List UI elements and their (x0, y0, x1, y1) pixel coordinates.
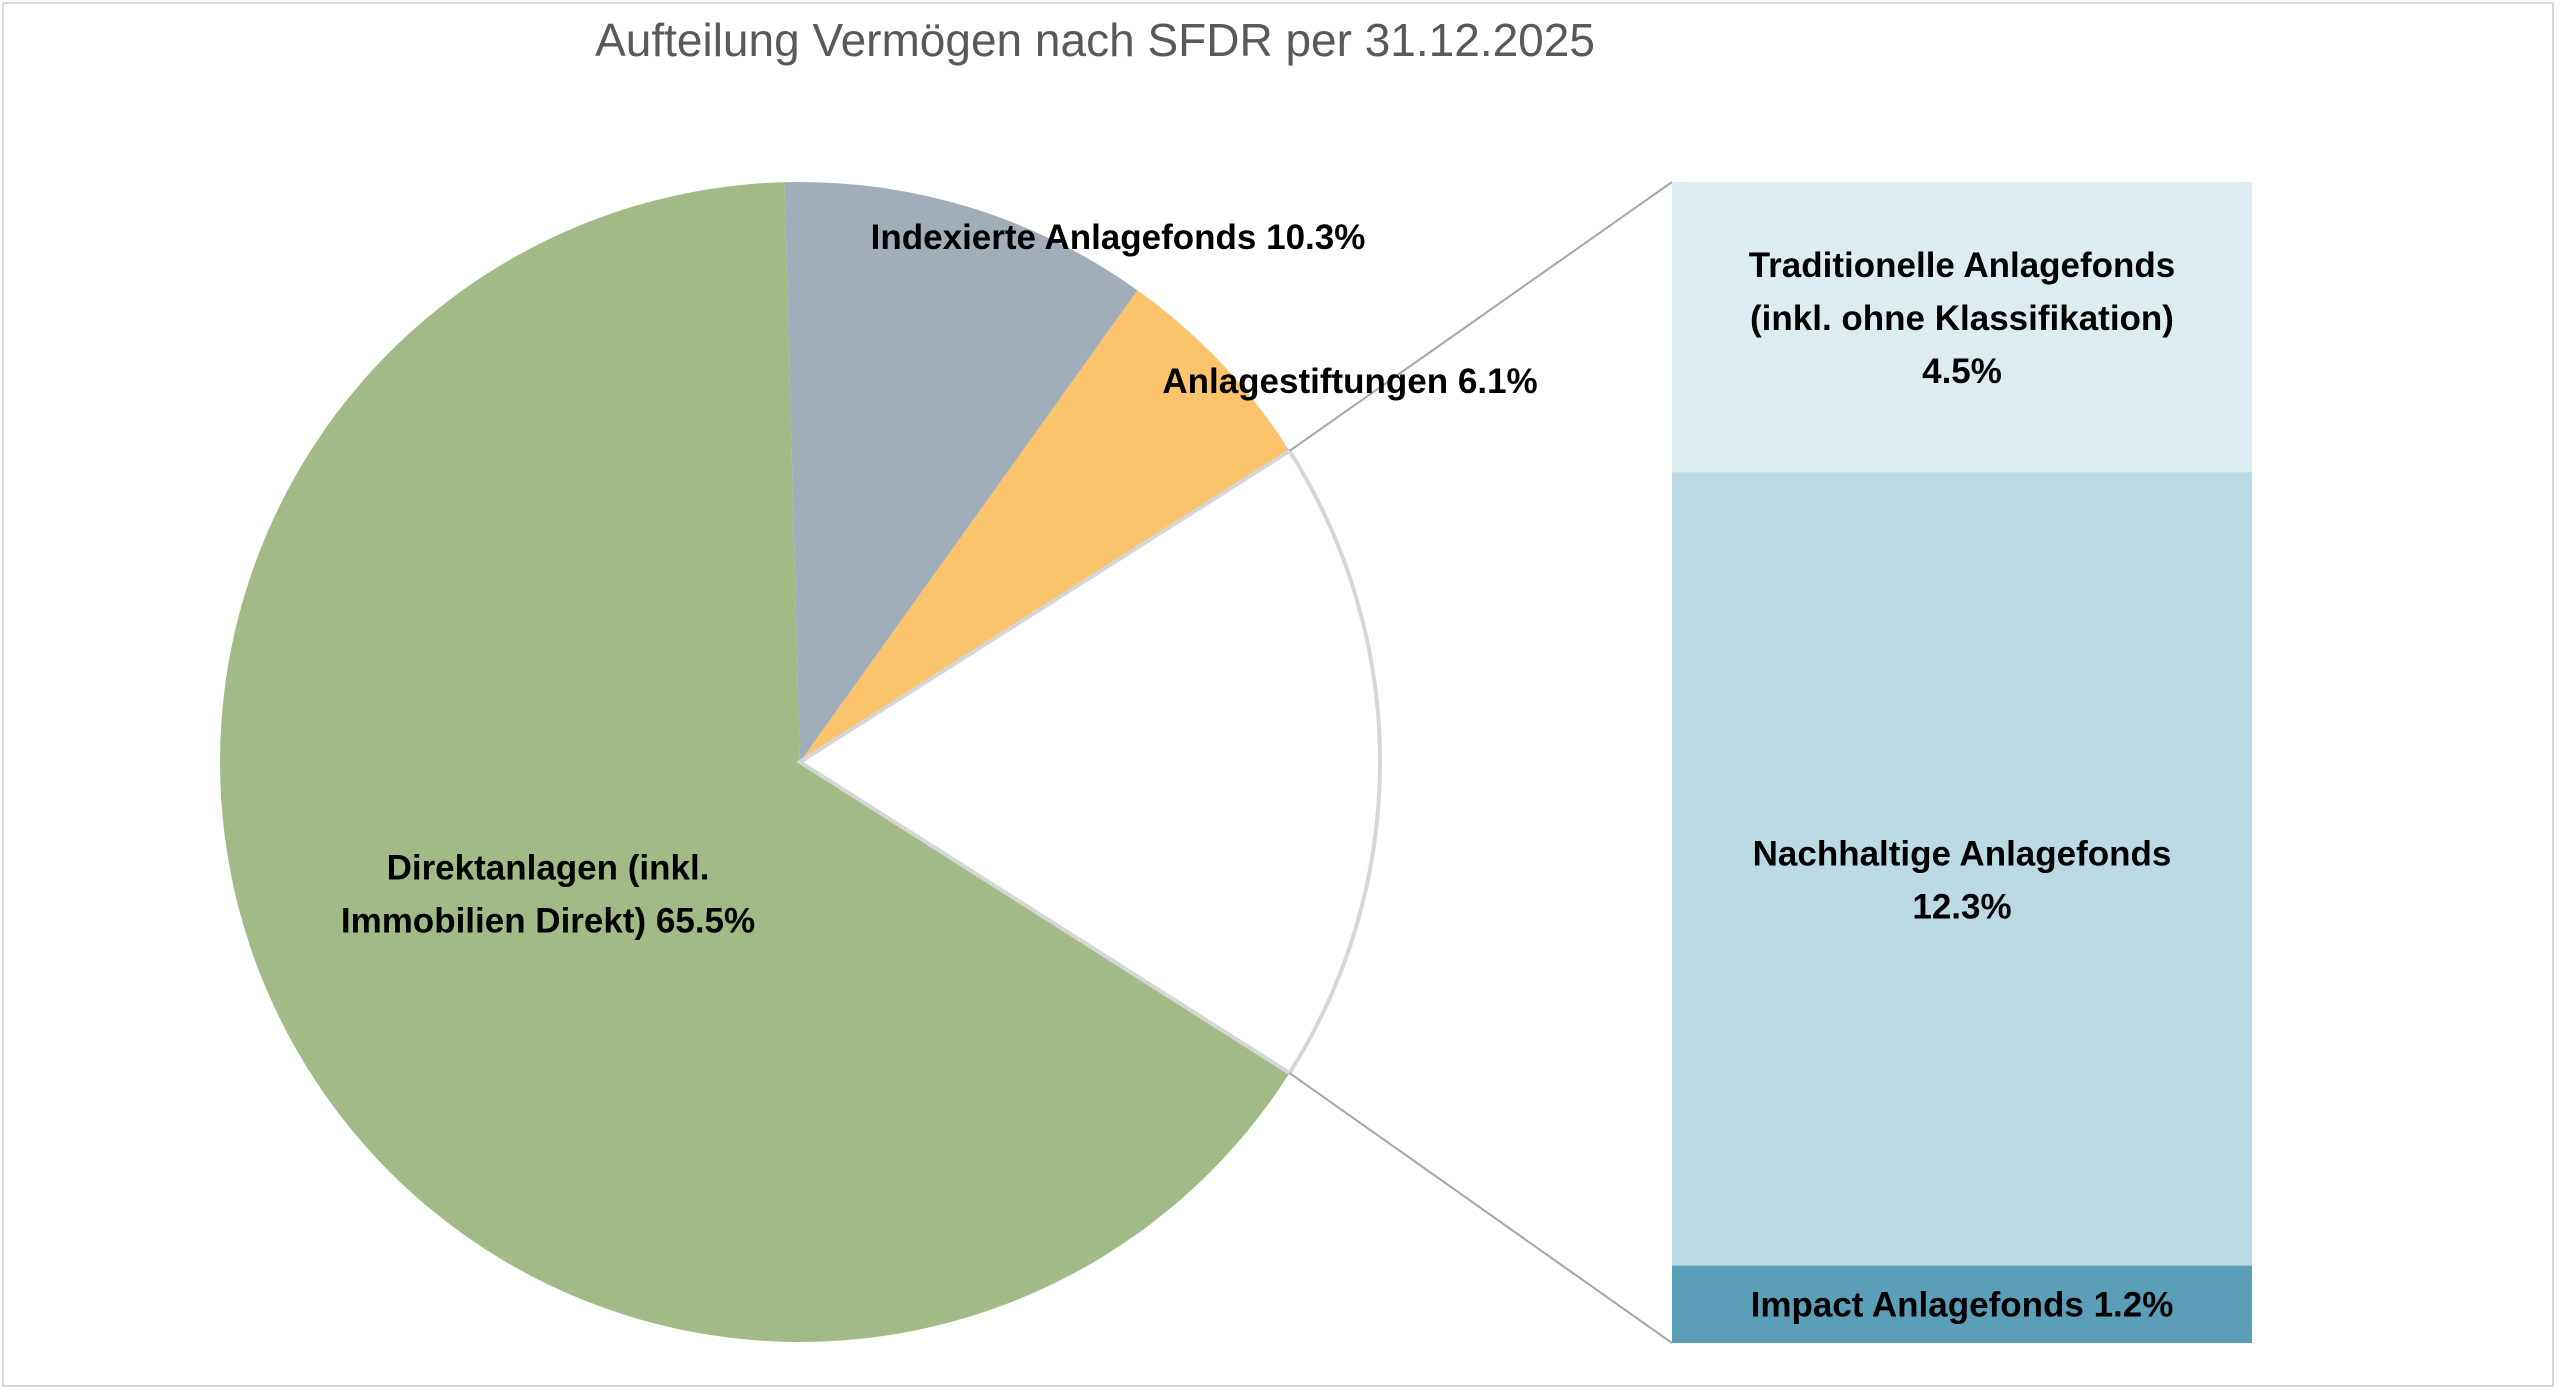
bar-segment-label-2: Impact Anlagefonds 1.2% (1751, 1285, 2174, 1324)
pie-slice-label-0: Direktanlagen (inkl. (387, 849, 710, 888)
pie-breakout-wedge (796, 448, 1382, 1076)
bar-segment-label-0: (inkl. ohne Klassifikation) (1750, 299, 2174, 338)
bar-segment-label-1: Nachhaltige Anlagefonds (1753, 835, 2172, 874)
bar-segment-label-0: Traditionelle Anlagefonds (1749, 246, 2176, 285)
chart-title: Aufteilung Vermögen nach SFDR per 31.12.… (595, 14, 1595, 66)
pie-slice-1 (784, 182, 1138, 762)
pie-slice-label-1: Indexierte Anlagefonds 10.3% (871, 218, 1366, 257)
pie-slice-0 (220, 182, 1290, 1343)
pie-slice-label-0: Immobilien Direkt) 65.5% (341, 902, 755, 941)
bar-segment-0 (1672, 182, 2252, 473)
bar-segment-1 (1672, 472, 2252, 1266)
pie-slice-2 (800, 290, 1290, 762)
bar-segment-label-1: 12.3% (1912, 888, 2011, 927)
connector-line-top (1288, 181, 1673, 452)
chart-marks (220, 181, 2252, 1344)
bar-segment-2 (1672, 1265, 2252, 1343)
bar-segment-label-0: 4.5% (1922, 352, 2002, 391)
connector-line-bottom (1288, 1072, 1673, 1344)
pie-slice-label-2: Anlagestiftungen 6.1% (1162, 362, 1537, 401)
chart-labels: Direktanlagen (inkl. Immobilien Direkt) 6… (341, 218, 2175, 1324)
